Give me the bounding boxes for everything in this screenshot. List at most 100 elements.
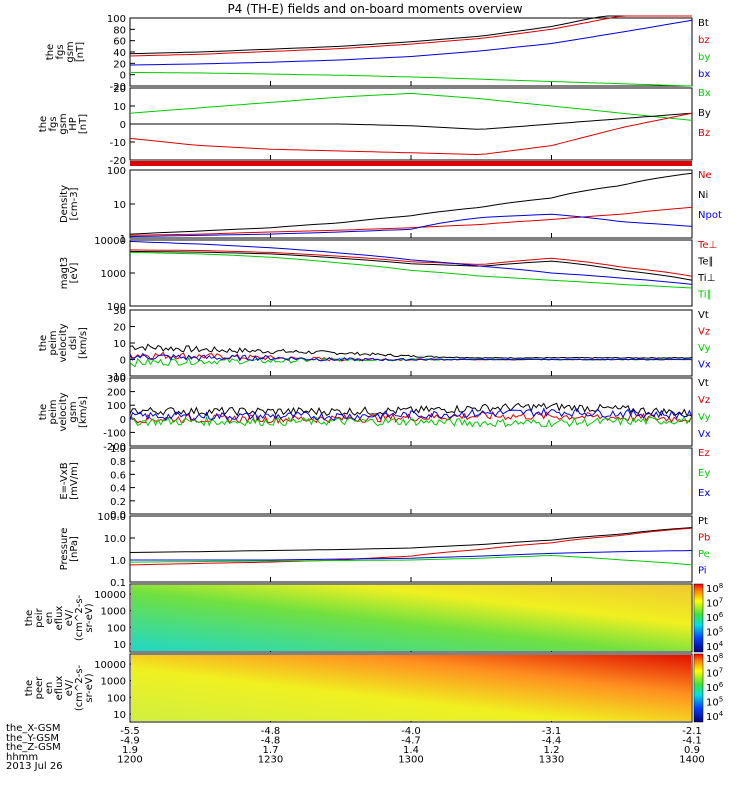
y-tick-label: 10.0 — [104, 534, 126, 545]
colorbar-tick-label: 106 — [706, 611, 724, 624]
legend-Vx: Vx — [698, 360, 711, 371]
x-tick-gsm-x: -5.5 — [120, 726, 140, 737]
x-tick-gsm-x: -3.1 — [542, 726, 562, 737]
series-Bx — [129, 92, 693, 121]
legend-Vx: Vx — [698, 429, 711, 440]
spectrogram-peir_en_eflux — [131, 585, 691, 651]
legend-By: By — [698, 108, 711, 119]
y-tick-label: 100 — [107, 401, 126, 412]
legend-Pi: Pi — [698, 566, 707, 577]
y-tick-label: 10 — [113, 200, 126, 211]
footer-label-date: 2013 Jul 26 — [6, 761, 63, 772]
y-tick-label: 0.4 — [110, 484, 126, 495]
legend-Vt: Vt — [698, 378, 709, 389]
legend-Te⊥: Te⊥ — [697, 240, 717, 251]
y-tick-label: 300 — [107, 374, 126, 385]
y-tick-label: 100.0 — [97, 512, 126, 523]
legend-Vy: Vy — [698, 343, 711, 354]
series-By — [130, 112, 693, 130]
x-tick-gsm-x: -2.1 — [682, 726, 702, 737]
y-tick-label: 0 — [120, 356, 126, 367]
colorbar-tick-label: 107 — [706, 667, 723, 680]
x-tick-hhmm: 1330 — [539, 755, 564, 766]
series-Pb — [129, 527, 693, 566]
colorbar — [693, 583, 704, 653]
footer-label-x: the_X-GSM — [6, 723, 61, 734]
legend-Ti∥: Ti∥ — [697, 290, 712, 301]
legend-Ez: Ez — [698, 448, 710, 459]
y-tick-label: 1000 — [101, 677, 126, 688]
y-tick-label: 0.1 — [110, 578, 126, 589]
x-tick-gsm-y: -4.8 — [261, 736, 281, 747]
x-tick-gsm-z: 1.2 — [544, 745, 560, 756]
y-tick-label: 10 — [113, 339, 126, 350]
y-tick-label: 40 — [113, 48, 126, 59]
y-tick-label: 1000 — [101, 269, 126, 280]
x-tick-gsm-y: -4.7 — [401, 736, 421, 747]
y-tick-label: -10 — [110, 138, 126, 149]
y-tick-label: -10 — [110, 372, 126, 383]
legend-Bx: Bx — [698, 88, 711, 99]
colorbar-tick-label: 104 — [706, 710, 724, 723]
y-axis-label: thefgsgsm[nT] — [45, 41, 86, 62]
y-tick-label: -100 — [103, 428, 126, 439]
series-Vy — [129, 415, 693, 428]
legend-Vz: Vz — [698, 395, 710, 406]
x-tick-gsm-z: 1.7 — [263, 745, 279, 756]
legend-Ti⊥: Ti⊥ — [697, 273, 715, 284]
y-tick-label: 80 — [113, 25, 126, 36]
legend-Npot: Npot — [698, 210, 722, 221]
panel-frame-peim_velocity_dsl — [129, 309, 693, 377]
series-Pe — [130, 554, 693, 566]
legend-Vt: Vt — [698, 310, 709, 321]
y-tick-label: 0 — [120, 71, 126, 82]
series-by — [129, 71, 693, 87]
series-Vx — [129, 407, 693, 422]
series-Vt — [129, 343, 693, 359]
legend-Bt: Bt — [698, 18, 709, 29]
legend-Bz: Bz — [698, 128, 710, 139]
y-tick-label: 0 — [120, 415, 126, 426]
x-axis-footer: the_X-GSM the_Y-GSM the_Z-GSM hhmm 2013 … — [6, 724, 63, 772]
legend-Pe: Pe — [698, 549, 710, 560]
footer-label-time: hhmm — [6, 751, 39, 763]
y-axis-label: Density[cm-3] — [59, 185, 80, 223]
y-tick-label: 10000 — [94, 236, 126, 247]
x-tick-gsm-y: -4.4 — [542, 736, 562, 747]
x-tick-gsm-y: -4.1 — [682, 736, 702, 747]
flag-bar — [130, 161, 692, 166]
y-tick-label: 20 — [113, 59, 126, 70]
y-tick-label: 100 — [107, 14, 126, 25]
colorbar-tick-label: 105 — [706, 626, 723, 639]
y-axis-label: thepeirenefluxeV/(cm^2-s-sr-eV) — [24, 594, 95, 641]
y-axis-label: magt3[eV] — [59, 257, 80, 290]
series-Vx — [129, 352, 693, 362]
y-axis-label: thefgsgsmHP[nT] — [38, 113, 89, 134]
y-tick-label: 10 — [113, 710, 126, 721]
legend-bx: bx — [698, 69, 710, 80]
x-tick-hhmm: 1400 — [679, 755, 704, 766]
panel-frame-temperature — [129, 239, 693, 307]
chart-title: P4 (TH-E) fields and on-board moments ov… — [227, 2, 523, 16]
y-tick-label: 0.8 — [110, 457, 126, 468]
series-Vt — [129, 402, 693, 417]
y-tick-label: 10000 — [94, 660, 126, 671]
colorbar-tick-label: 106 — [706, 681, 724, 694]
y-axis-label: thepeimvelocitydsl[km/s] — [38, 323, 89, 362]
x-tick-gsm-z: 1.9 — [122, 745, 138, 756]
y-tick-label: 1 — [120, 234, 126, 245]
x-tick-gsm-z: 1.4 — [403, 745, 419, 756]
y-tick-label: 60 — [113, 37, 126, 48]
x-tick-gsm-y: -4.9 — [120, 736, 140, 747]
series-Te⊥ — [129, 249, 693, 277]
panel-frame-pressure — [129, 515, 693, 583]
legend-bz: bz — [698, 35, 710, 46]
legend-Ne: Ne — [698, 170, 712, 181]
y-tick-label: 100 — [107, 166, 126, 177]
series-bx — [129, 19, 693, 66]
series-Ne — [129, 206, 693, 236]
y-tick-label: 100 — [107, 623, 126, 634]
legend-Ni: Ni — [698, 190, 708, 201]
series-Bt — [129, 15, 692, 55]
series-Pt — [129, 527, 693, 553]
